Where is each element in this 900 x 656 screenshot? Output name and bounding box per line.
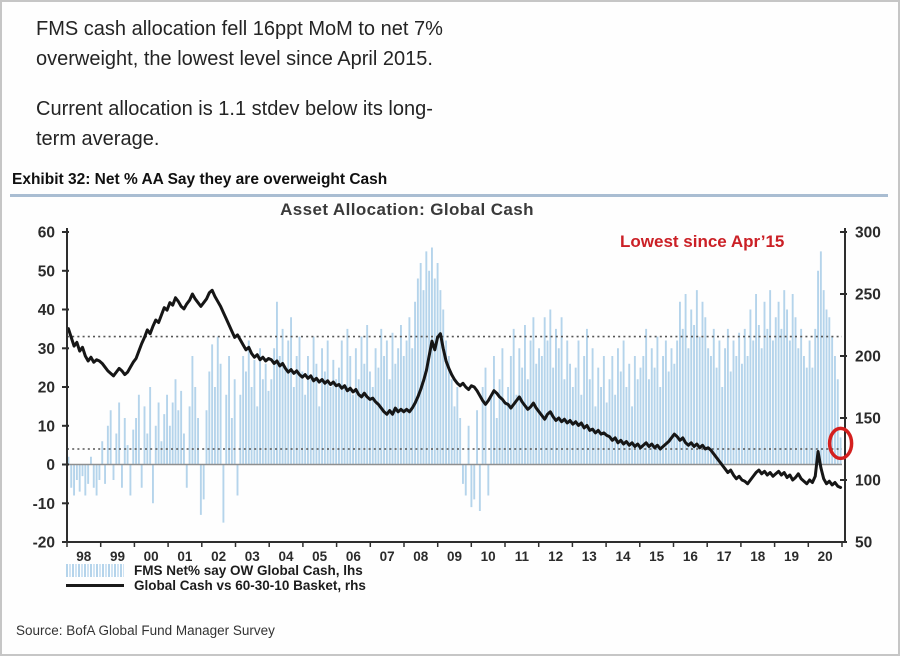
exhibit-divider (10, 194, 888, 197)
exhibit-title: Exhibit 32: Net % AA Say they are overwe… (12, 171, 388, 188)
source-note: Source: BofA Global Fund Manager Survey (16, 623, 275, 638)
left-axis-tick-label: 0 (46, 457, 55, 474)
x-axis-tick-label: 00 (144, 549, 159, 562)
x-axis-tick-label: 05 (312, 549, 328, 562)
reference-lines (67, 335, 842, 466)
chart-title: Asset Allocation: Global Cash (280, 200, 534, 219)
left-axis-tick-label: 30 (38, 341, 55, 358)
left-axis-tick-label: 50 (38, 263, 55, 280)
x-axis-tick-label: 19 (784, 549, 799, 562)
left-axis-tick-label: -20 (33, 535, 55, 552)
bar-series (67, 247, 842, 523)
x-axis-tick-label: 98 (76, 549, 92, 562)
left-axis-tick-label: 40 (38, 302, 55, 319)
x-axis-tick-label: 13 (582, 549, 598, 562)
line-series-label: Global Cash vs 60-30-10 Basket, rhs (134, 577, 366, 593)
chart-annotation: Lowest since Apr’15 (620, 232, 785, 251)
x-axis-tick-label: 04 (278, 549, 294, 562)
x-axis-tick-label: 17 (717, 549, 732, 562)
bar-series-swatch (66, 564, 124, 577)
x-axis-tick-label: 15 (649, 549, 665, 562)
x-axis-tick-label: 11 (515, 549, 530, 562)
x-axis-tick-label: 03 (245, 549, 261, 562)
x-axis-tick-label: 01 (177, 549, 193, 562)
x-axis-tick-label: 08 (413, 549, 429, 562)
summary-paragraph-2: Current allocation is 1.1 stdev below it… (36, 98, 433, 150)
highlight-circle (827, 426, 854, 461)
left-axis-tick-label: 60 (38, 225, 55, 242)
line-series (66, 288, 843, 489)
summary-paragraph-1: FMS cash allocation fell 16ppt MoM to ne… (36, 18, 443, 70)
right-axis-tick-label: 150 (855, 411, 881, 428)
right-axis-tick-label: 200 (855, 349, 881, 366)
right-axis-tick-label: 250 (855, 287, 881, 304)
x-axis-tick-label: 09 (447, 549, 462, 562)
x-axis-tick-label: 18 (750, 549, 766, 562)
line-series-swatch (66, 584, 124, 587)
x-axis-tick-label: 99 (110, 549, 125, 562)
right-axis-tick-label: 300 (855, 225, 881, 242)
chart-legend: FMS Net% say OW Global Cash, lhs Global … (66, 563, 366, 593)
x-axis-tick-label: 07 (380, 549, 395, 562)
bar-series-label: FMS Net% say OW Global Cash, lhs (134, 562, 363, 578)
x-axis-tick-label: 16 (683, 549, 699, 562)
x-axis-tick-label: 20 (818, 549, 833, 562)
left-axis-tick-label: 10 (38, 418, 55, 435)
legend-item-line: Global Cash vs 60-30-10 Basket, rhs (66, 578, 366, 593)
left-axis-tick-label: -10 (33, 496, 55, 513)
left-axis-tick-label: 20 (38, 380, 55, 397)
right-axis-tick-label: 100 (855, 473, 881, 490)
legend-item-bars: FMS Net% say OW Global Cash, lhs (66, 563, 366, 578)
x-axis-tick-label: 12 (548, 549, 563, 562)
x-axis-tick-label: 06 (346, 549, 362, 562)
x-axis-tick-label: 02 (211, 549, 226, 562)
x-axis-tick-label: 14 (615, 549, 631, 562)
x-axis-tick-label: 10 (481, 549, 496, 562)
right-axis-tick-label: 50 (855, 535, 872, 552)
